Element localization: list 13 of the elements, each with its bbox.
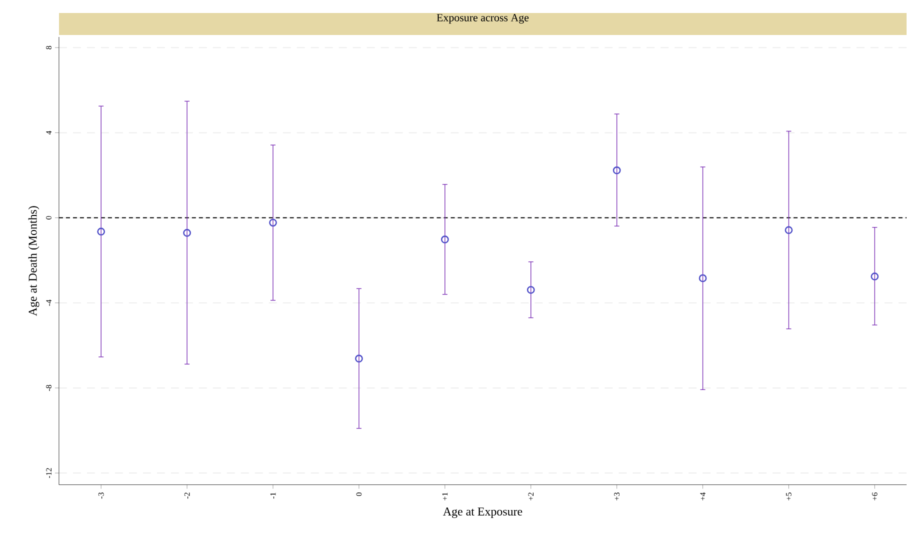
- point: [612, 166, 621, 174]
- chart-title: Exposure across Age: [436, 14, 529, 24]
- point: [269, 218, 277, 227]
- point: [183, 229, 191, 237]
- point: [355, 354, 363, 363]
- point: [784, 226, 793, 234]
- y-axis-title: Age at Death (Months): [28, 206, 40, 316]
- point: [440, 236, 449, 244]
- point: [870, 272, 879, 281]
- point: [526, 286, 535, 294]
- point: [698, 274, 707, 282]
- x-axis-title: Age at Exposure: [443, 508, 522, 518]
- point: [97, 228, 106, 236]
